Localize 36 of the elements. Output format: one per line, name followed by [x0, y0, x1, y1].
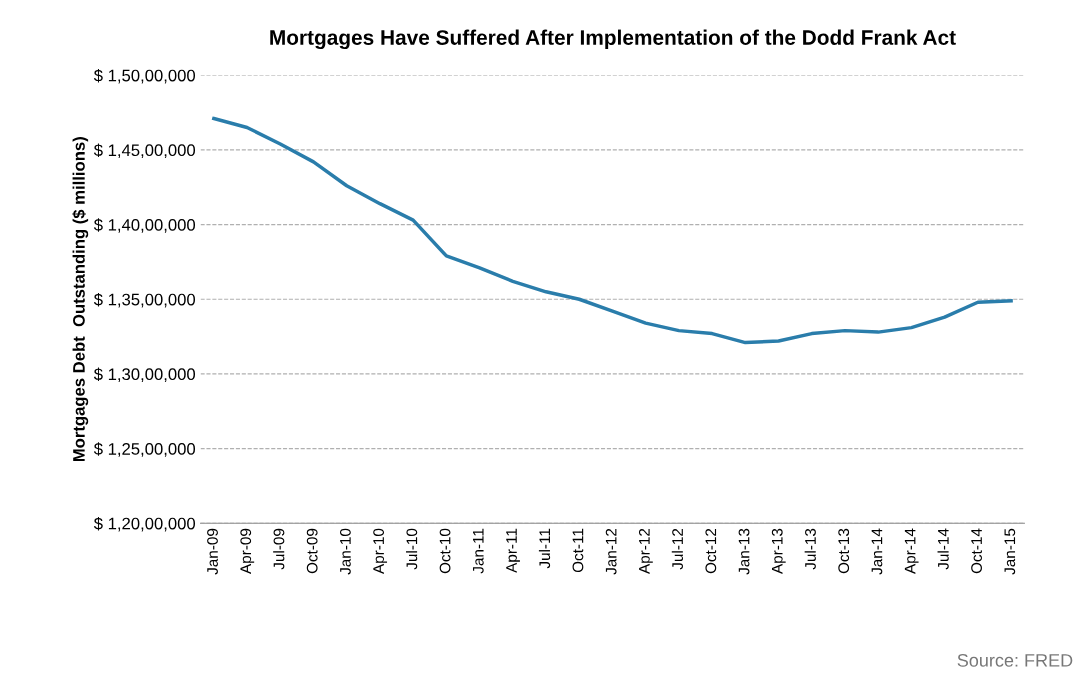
x-tick-label: Jan-14	[871, 528, 883, 575]
x-tick-label: Jul-11	[538, 528, 551, 569]
y-tick-label: $ 1,35,00,000	[93, 292, 196, 308]
x-tick-label: Jul-14	[937, 528, 949, 570]
x-tick-label: Jan-11	[473, 528, 484, 574]
y-tick-label: $ 1,25,00,000	[93, 442, 196, 457]
x-tick-label: Jan-12	[605, 528, 617, 575]
x-tick-label: Jul-13	[804, 528, 816, 570]
y-axis-title: Mortgages Debt Outstanding ($ millions)	[72, 137, 89, 462]
x-tick-label: Apr-11	[506, 528, 520, 573]
x-tick-label: Apr-13	[771, 528, 786, 574]
x-tick-label: Oct-12	[705, 528, 717, 574]
chart-title: Mortgages Have Suffered After Implementation of the Dodd Frank Act	[270, 29, 956, 50]
x-tick-label: Jan-13	[738, 528, 750, 575]
y-tick-label: $ 1,45,00,000	[93, 143, 196, 159]
x-tick-label: Oct-09	[306, 528, 318, 574]
y-tick-label: $ 1,40,00,000	[93, 218, 196, 233]
x-tick-label: Oct-11	[572, 528, 584, 573]
x-tick-label: Oct-14	[971, 528, 982, 574]
source-note: Source: FRED	[957, 653, 1073, 667]
x-tick-label: Apr-12	[638, 528, 653, 574]
line-series	[212, 116, 1013, 345]
x-tick-label: Apr-09	[240, 528, 255, 574]
x-tick-label: Jul-10	[406, 528, 418, 570]
y-tick-label: $ 1,50,00,000	[93, 68, 196, 84]
x-tick-label: Jan-15	[1004, 528, 1016, 575]
x-tick-label: Apr-14	[904, 528, 919, 574]
y-tick-label: $ 1,20,00,000	[93, 516, 196, 532]
x-tick-label: Oct-13	[838, 528, 850, 574]
x-tick-label: Jul-12	[671, 528, 683, 570]
y-tick-label: $ 1,30,00,000	[93, 367, 196, 383]
x-tick-label: Jan-09	[207, 528, 218, 575]
x-tick-label: Jul-09	[273, 528, 285, 570]
x-tick-label: Apr-10	[373, 528, 388, 574]
x-tick-label: Jan-10	[339, 528, 351, 575]
x-tick-label: Oct-10	[439, 528, 451, 574]
